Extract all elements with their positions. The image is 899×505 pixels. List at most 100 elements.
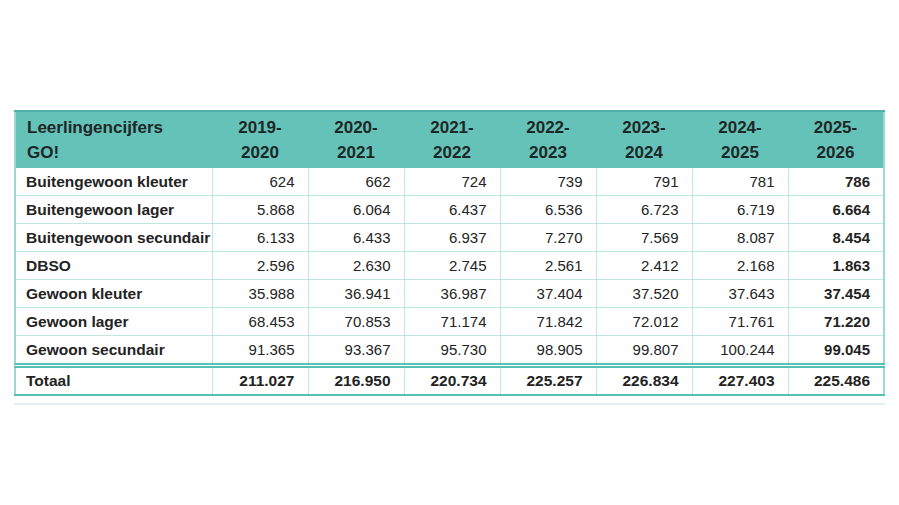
table-title-line2: GO! (27, 140, 212, 165)
column-header-line: 2025- (788, 115, 883, 140)
cell-value: 662 (308, 168, 404, 196)
cell-value: 36.941 (308, 280, 404, 308)
cell-value: 5.868 (212, 196, 308, 224)
column-header-2020-2021: 2020-2021 (308, 111, 404, 168)
cell-value: 100.244 (692, 336, 788, 366)
column-header-line: 2022 (404, 140, 500, 165)
row-label: Buitengewoon secundair (15, 224, 212, 252)
column-header-line: 2021- (404, 115, 500, 140)
total-cell-value: 211.027 (212, 366, 308, 396)
row-label: Gewoon kleuter (15, 280, 212, 308)
cell-value: 6.937 (404, 224, 500, 252)
table-row: Buitengewoon lager5.8686.0646.4376.5366.… (15, 196, 884, 224)
cell-value: 2.630 (308, 252, 404, 280)
cell-value: 37.404 (500, 280, 596, 308)
column-header-line: 2022- (500, 115, 596, 140)
table-title: Leerlingencijfers GO! (15, 111, 212, 168)
cell-value: 68.453 (212, 308, 308, 336)
row-label: DBSO (15, 252, 212, 280)
table-row: Gewoon kleuter35.98836.94136.98737.40437… (15, 280, 884, 308)
table-row: Buitengewoon secundair6.1336.4336.9377.2… (15, 224, 884, 252)
column-header-line: 2026 (788, 140, 883, 165)
column-header-line: 2024 (596, 140, 692, 165)
cell-value: 739 (500, 168, 596, 196)
cell-value: 71.842 (500, 308, 596, 336)
cell-value: 95.730 (404, 336, 500, 366)
cell-value: 99.045 (788, 336, 884, 366)
cell-value: 8.087 (692, 224, 788, 252)
table-row: Buitengewoon kleuter62466272473979178178… (15, 168, 884, 196)
cell-value: 6.433 (308, 224, 404, 252)
row-label: Gewoon lager (15, 308, 212, 336)
total-cell-value: 225.257 (500, 366, 596, 396)
cell-value: 2.168 (692, 252, 788, 280)
cell-value: 6.723 (596, 196, 692, 224)
cell-value: 37.520 (596, 280, 692, 308)
total-cell-value: 226.834 (596, 366, 692, 396)
column-header-2021-2022: 2021-2022 (404, 111, 500, 168)
column-header-line: 2025 (692, 140, 788, 165)
cell-value: 7.270 (500, 224, 596, 252)
cell-value: 1.863 (788, 252, 884, 280)
cell-value: 7.569 (596, 224, 692, 252)
cell-value: 91.365 (212, 336, 308, 366)
leerlingencijfers-table: Leerlingencijfers GO! 2019-20202020-2021… (14, 110, 885, 396)
cell-value: 36.987 (404, 280, 500, 308)
total-cell-value: 220.734 (404, 366, 500, 396)
column-header-line: 2019- (212, 115, 308, 140)
cell-value: 8.454 (788, 224, 884, 252)
cell-value: 71.174 (404, 308, 500, 336)
cell-value: 781 (692, 168, 788, 196)
header-row: Leerlingencijfers GO! 2019-20202020-2021… (15, 111, 884, 168)
cell-value: 791 (596, 168, 692, 196)
cell-value: 6.064 (308, 196, 404, 224)
cell-value: 37.454 (788, 280, 884, 308)
table-title-line1: Leerlingencijfers (27, 115, 212, 140)
row-label: Gewoon secundair (15, 336, 212, 366)
cell-value: 70.853 (308, 308, 404, 336)
column-header-line: 2024- (692, 115, 788, 140)
column-header-line: 2023- (596, 115, 692, 140)
total-row: Totaal 211.027216.950220.734225.257226.8… (15, 366, 884, 396)
total-row-label: Totaal (15, 366, 212, 396)
cell-value: 786 (788, 168, 884, 196)
column-header-line: 2020- (308, 115, 404, 140)
cell-value: 98.905 (500, 336, 596, 366)
cell-value: 71.220 (788, 308, 884, 336)
cell-value: 37.643 (692, 280, 788, 308)
cell-value: 6.133 (212, 224, 308, 252)
cell-value: 2.561 (500, 252, 596, 280)
total-cell-value: 227.403 (692, 366, 788, 396)
column-header-2022-2023: 2022-2023 (500, 111, 596, 168)
cell-value: 724 (404, 168, 500, 196)
table-row: DBSO2.5962.6302.7452.5612.4122.1681.863 (15, 252, 884, 280)
row-label: Buitengewoon kleuter (15, 168, 212, 196)
cell-value: 6.719 (692, 196, 788, 224)
table-row: Gewoon secundair91.36593.36795.73098.905… (15, 336, 884, 366)
table-bottom-shadow (14, 403, 885, 405)
cell-value: 2.596 (212, 252, 308, 280)
column-header-line: 2023 (500, 140, 596, 165)
cell-value: 624 (212, 168, 308, 196)
cell-value: 2.745 (404, 252, 500, 280)
cell-value: 6.536 (500, 196, 596, 224)
column-header-2023-2024: 2023-2024 (596, 111, 692, 168)
column-header-2024-2025: 2024-2025 (692, 111, 788, 168)
total-cell-value: 216.950 (308, 366, 404, 396)
cell-value: 71.761 (692, 308, 788, 336)
total-cell-value: 225.486 (788, 366, 884, 396)
table-row: Gewoon lager68.45370.85371.17471.84272.0… (15, 308, 884, 336)
column-header-line: 2020 (212, 140, 308, 165)
cell-value: 72.012 (596, 308, 692, 336)
cell-value: 99.807 (596, 336, 692, 366)
cell-value: 6.664 (788, 196, 884, 224)
cell-value: 6.437 (404, 196, 500, 224)
cell-value: 93.367 (308, 336, 404, 366)
cell-value: 2.412 (596, 252, 692, 280)
column-header-line: 2021 (308, 140, 404, 165)
cell-value: 35.988 (212, 280, 308, 308)
row-label: Buitengewoon lager (15, 196, 212, 224)
column-header-2019-2020: 2019-2020 (212, 111, 308, 168)
column-header-2025-2026: 2025-2026 (788, 111, 884, 168)
page: Leerlingencijfers GO! 2019-20202020-2021… (0, 0, 899, 505)
